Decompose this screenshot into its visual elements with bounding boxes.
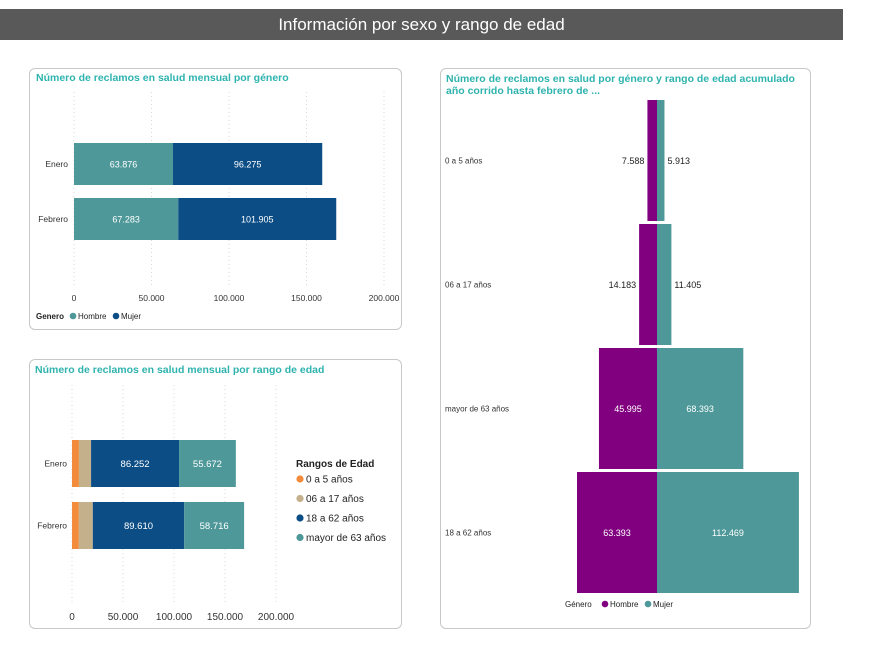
chart-card-funnel xyxy=(440,68,811,629)
page-header: Información por sexo y rango de edad xyxy=(0,9,843,40)
chart-title-funnel: Número de reclamos en salud por género y… xyxy=(446,73,795,97)
chart-card-gender xyxy=(29,68,402,330)
chart-card-age xyxy=(29,359,402,629)
chart-title-age: Número de reclamos en salud mensual por … xyxy=(35,364,325,376)
chart-title-gender: Número de reclamos en salud mensual por … xyxy=(36,72,289,84)
